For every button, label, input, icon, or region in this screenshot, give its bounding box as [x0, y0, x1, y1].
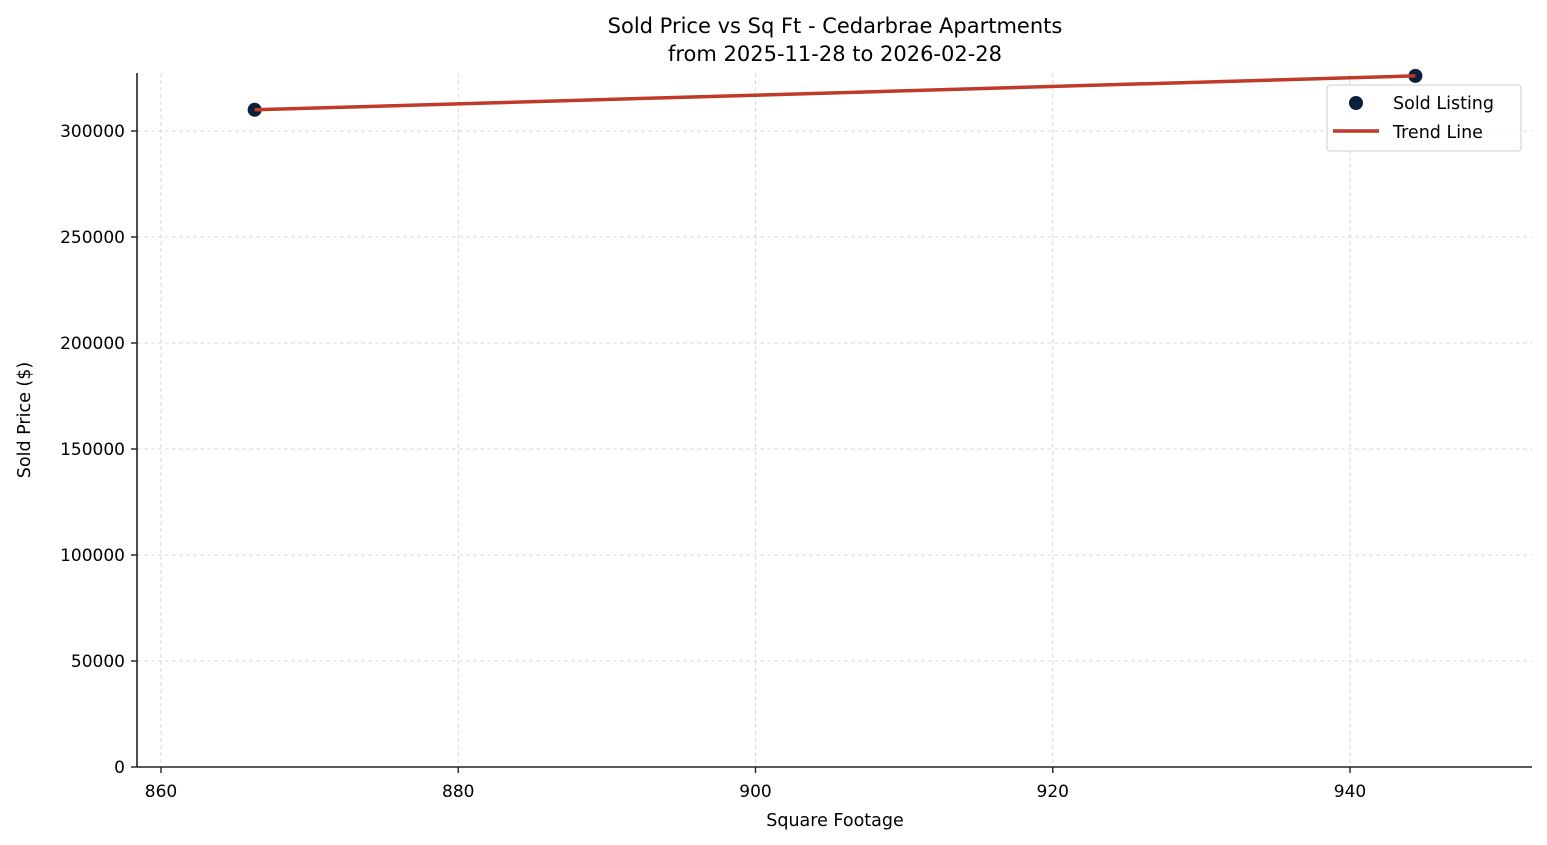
x-axis-label: Square Footage — [766, 811, 904, 831]
y-tick-label: 50000 — [71, 652, 125, 672]
axes — [136, 73, 1532, 768]
sold-listing-marker-icon — [1349, 96, 1363, 110]
y-axis-label: Sold Price ($) — [15, 362, 35, 478]
legend-label-sold-listing: Sold Listing — [1393, 94, 1494, 114]
y-tick-label: 100000 — [60, 546, 125, 566]
plot-series — [247, 68, 1423, 117]
y-ticks: 0 50000 100000 150000 200000 250000 300000 — [60, 122, 137, 778]
x-tick-label: 920 — [1037, 782, 1069, 802]
legend: Sold Listing Trend Line — [1326, 84, 1522, 152]
data-point — [247, 102, 262, 117]
legend-box — [1326, 84, 1522, 152]
y-tick-label: 200000 — [60, 334, 125, 354]
y-tick-label: 150000 — [60, 440, 125, 460]
y-tick-label: 0 — [114, 758, 125, 778]
x-tick-label: 880 — [442, 782, 474, 802]
y-tick-label: 250000 — [60, 228, 125, 248]
x-tick-label: 900 — [739, 782, 771, 802]
chart-subtitle: from 2025-11-28 to 2026-02-28 — [668, 42, 1002, 66]
x-ticks: 860 880 900 920 940 — [145, 767, 1366, 802]
trend-line — [254, 74, 1416, 112]
chart-title: Sold Price vs Sq Ft - Cedarbrae Apartmen… — [608, 14, 1063, 38]
y-tick-label: 300000 — [60, 122, 125, 142]
grid-lines — [137, 73, 1532, 767]
x-tick-label: 940 — [1334, 782, 1366, 802]
x-tick-label: 860 — [145, 782, 177, 802]
legend-label-trend-line: Trend Line — [1392, 123, 1483, 143]
